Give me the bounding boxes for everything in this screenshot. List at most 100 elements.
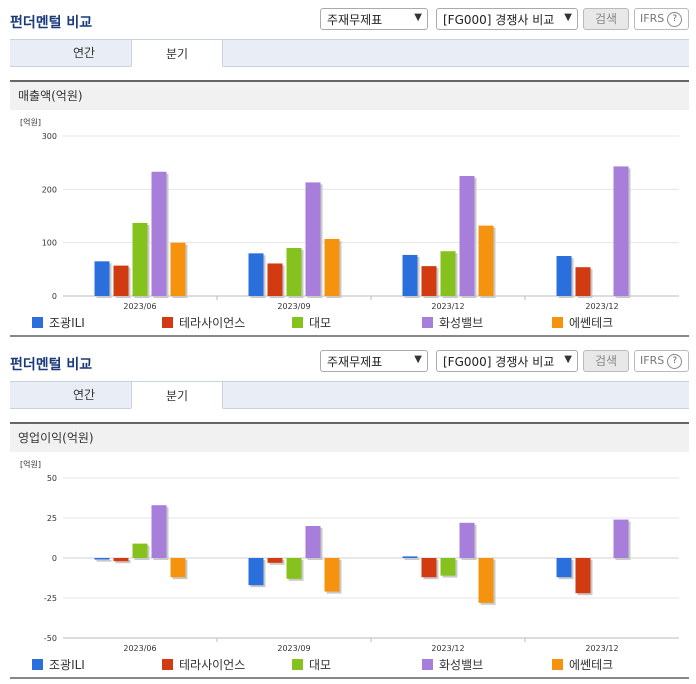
legend-item[interactable]: 화성밸브 bbox=[422, 314, 483, 331]
legend-label: 테라사이언스 bbox=[179, 316, 246, 330]
bar-테라사이언스 bbox=[113, 265, 129, 296]
bar-화성밸브 bbox=[151, 505, 167, 558]
legend-item[interactable]: 테라사이언스 bbox=[162, 656, 245, 673]
statement-type-select[interactable]: 주재무제표 ▼ bbox=[320, 350, 428, 372]
x-tick-label: 2023/12 bbox=[431, 302, 464, 311]
bar-대모 bbox=[286, 248, 302, 296]
statement-type-value: 주재무제표 bbox=[327, 13, 383, 27]
legend-label: 대모 bbox=[309, 316, 332, 330]
bar-대모 bbox=[286, 558, 302, 579]
question-icon: ? bbox=[667, 353, 683, 369]
ifrs-help-button[interactable]: IFRS? bbox=[634, 8, 689, 30]
fundamental-panel-operating-profit: 펀더멘털 비교 주재무제표 ▼ [FG000] 경쟁사 비교 ▼ 검색 IFRS… bbox=[0, 342, 696, 684]
legend-swatch bbox=[32, 317, 43, 328]
bar-화성밸브 bbox=[151, 171, 167, 296]
bar-조광ILI bbox=[94, 558, 110, 560]
legend-item[interactable]: 테라사이언스 bbox=[162, 314, 245, 331]
statement-type-select[interactable]: 주재무제표 ▼ bbox=[320, 8, 428, 30]
section-header: 매출액(억원) bbox=[10, 80, 689, 110]
y-tick-label: 300 bbox=[42, 132, 57, 141]
bar-테라사이언스 bbox=[575, 558, 591, 594]
y-unit-label: [억원] bbox=[20, 117, 41, 127]
legend-item[interactable]: 에쎈테크 bbox=[552, 656, 613, 673]
chevron-down-icon: ▼ bbox=[414, 12, 422, 23]
legend-swatch bbox=[552, 317, 563, 328]
period-tabs: 연간 분기 bbox=[10, 39, 689, 67]
x-tick-label: 2023/09 bbox=[277, 644, 310, 653]
bar-테라사이언스 bbox=[267, 558, 283, 563]
legend-item[interactable]: 대모 bbox=[292, 314, 331, 331]
bar-화성밸브 bbox=[459, 176, 475, 296]
y-unit-label: [억원] bbox=[20, 459, 41, 469]
x-tick-label: 2023/06 bbox=[123, 644, 156, 653]
fundamental-panel-revenue: 펀더멘털 비교 주재무제표 ▼ [FG000] 경쟁사 비교 ▼ 검색 IFRS… bbox=[0, 8, 696, 337]
bar-조광ILI bbox=[556, 256, 572, 296]
legend-swatch bbox=[292, 317, 303, 328]
bar-조광ILI bbox=[402, 556, 418, 558]
ifrs-help-button[interactable]: IFRS? bbox=[634, 350, 689, 372]
legend-item[interactable]: 에쎈테크 bbox=[552, 314, 613, 331]
peer-group-select[interactable]: [FG000] 경쟁사 비교 ▼ bbox=[436, 8, 578, 30]
legend-swatch bbox=[162, 659, 173, 670]
y-tick-label: 25 bbox=[47, 514, 57, 523]
bar-조광ILI bbox=[94, 261, 110, 296]
ifrs-label: IFRS bbox=[640, 354, 665, 367]
bar-화성밸브 bbox=[613, 519, 629, 558]
bar-에쎈테크 bbox=[324, 238, 340, 296]
legend-label: 대모 bbox=[309, 658, 332, 672]
legend-item[interactable]: 조광ILI bbox=[32, 314, 85, 331]
operating-profit-bar-chart: [억원] -50 -25 0 25 50 2023/06 2023/09 2023/12 2023… bbox=[20, 459, 679, 653]
tab-quarterly[interactable]: 분기 bbox=[131, 381, 223, 409]
bar-테라사이언스 bbox=[113, 558, 129, 562]
bar-shadow bbox=[115, 560, 131, 564]
legend-swatch bbox=[292, 659, 303, 670]
legend-swatch bbox=[32, 659, 43, 670]
y-tick-label: 0 bbox=[52, 554, 57, 563]
search-button[interactable]: 검색 bbox=[583, 8, 629, 30]
statement-type-value: 주재무제표 bbox=[327, 355, 383, 369]
period-tabs: 연간 분기 bbox=[10, 381, 689, 409]
bar-화성밸브 bbox=[613, 166, 629, 296]
x-tick-label: 2023/12 bbox=[431, 644, 464, 653]
legend-item[interactable]: 화성밸브 bbox=[422, 656, 483, 673]
search-button[interactable]: 검색 bbox=[583, 350, 629, 372]
legend-swatch bbox=[422, 659, 433, 670]
bar-조광ILI bbox=[402, 254, 418, 296]
chart-legend: 조광ILI 테라사이언스 대모 화성밸브 에쎈테크 bbox=[0, 314, 696, 330]
x-tick-label: 2023/12 bbox=[585, 302, 618, 311]
legend-swatch bbox=[422, 317, 433, 328]
panel-title: 펀더멘털 비교 bbox=[10, 15, 93, 31]
y-tick-label: -25 bbox=[44, 594, 57, 603]
bar-shadow bbox=[404, 558, 420, 560]
peer-group-value: [FG000] 경쟁사 비교 bbox=[443, 355, 555, 369]
ifrs-label: IFRS bbox=[640, 12, 665, 25]
bar-대모 bbox=[132, 222, 148, 296]
tab-annual[interactable]: 연간 bbox=[72, 46, 96, 60]
bar-화성밸브 bbox=[305, 526, 321, 558]
y-tick-label: 0 bbox=[52, 292, 57, 301]
legend-item[interactable]: 조광ILI bbox=[32, 656, 85, 673]
bar-에쎈테크 bbox=[478, 558, 494, 603]
legend-swatch bbox=[162, 317, 173, 328]
legend-swatch bbox=[552, 659, 563, 670]
x-tick-label: 2023/12 bbox=[585, 644, 618, 653]
bar-대모 bbox=[440, 251, 456, 296]
legend-item[interactable]: 대모 bbox=[292, 656, 331, 673]
bar-테라사이언스 bbox=[421, 558, 437, 578]
legend-label: 테라사이언스 bbox=[179, 658, 246, 672]
section-header: 영업이익(억원) bbox=[10, 422, 689, 452]
bar-테라사이언스 bbox=[267, 263, 283, 296]
revenue-bar-chart: [억원] 0 100 200 300 2023/06 2023/09 2023/12 2023/… bbox=[20, 117, 679, 311]
tab-quarterly[interactable]: 분기 bbox=[131, 39, 223, 67]
legend-label: 화성밸브 bbox=[439, 658, 484, 672]
legend-label: 조광ILI bbox=[49, 316, 85, 330]
y-tick-label: 50 bbox=[47, 474, 57, 483]
bar-화성밸브 bbox=[305, 182, 321, 296]
bar-화성밸브 bbox=[459, 522, 475, 558]
question-icon: ? bbox=[667, 11, 683, 27]
peer-group-value: [FG000] 경쟁사 비교 bbox=[443, 13, 555, 27]
peer-group-select[interactable]: [FG000] 경쟁사 비교 ▼ bbox=[436, 350, 578, 372]
y-tick-label: 100 bbox=[42, 239, 57, 248]
tab-annual[interactable]: 연간 bbox=[72, 388, 96, 402]
bar-에쎈테크 bbox=[324, 558, 340, 592]
